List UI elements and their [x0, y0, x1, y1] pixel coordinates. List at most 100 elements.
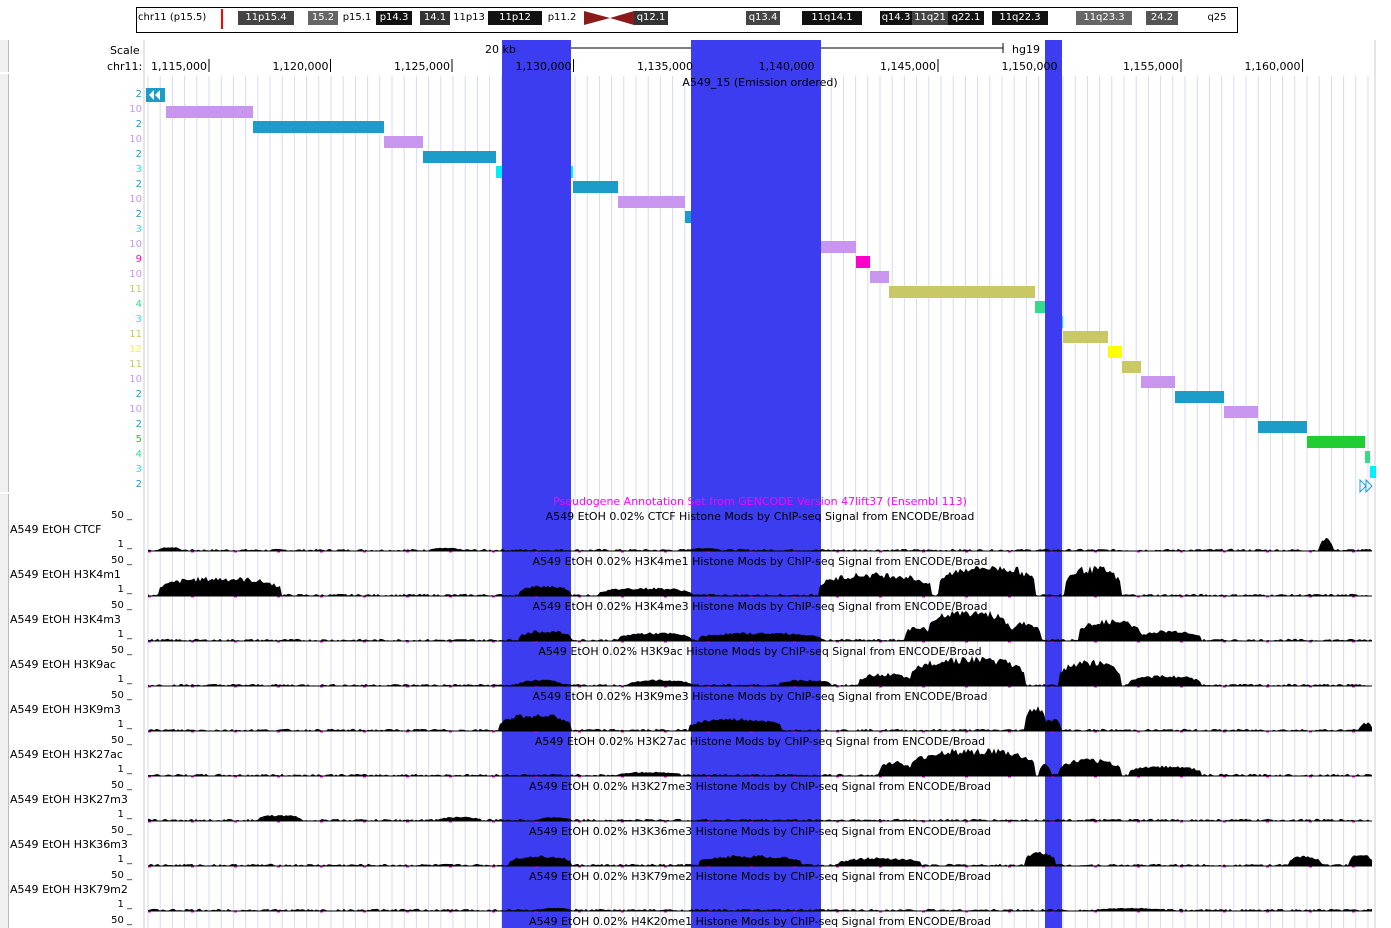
chromhmm-state-label: 3	[135, 224, 142, 235]
chromhmm-segment	[870, 271, 889, 283]
ideogram-band	[1178, 11, 1202, 25]
signal-track-min-label: 1 _	[117, 899, 132, 910]
ideogram-band: p11.2	[542, 11, 582, 25]
ruler-tick-label: 1,140,000	[758, 60, 815, 73]
chromhmm-segment	[856, 256, 870, 268]
signal-wiggle	[148, 656, 1372, 686]
signal-track-name[interactable]: A549 EtOH H3K79m2	[10, 883, 128, 896]
ideogram-band	[294, 11, 308, 25]
signal-track-title[interactable]: A549 EtOH 0.02% H3K36me3 Histone Mods by…	[529, 825, 991, 838]
chromhmm-segment	[384, 136, 423, 148]
signal-wiggle	[148, 706, 1372, 731]
ruler-tick-label: 1,120,000	[272, 60, 329, 73]
chromhmm-segment	[1063, 331, 1108, 343]
ideogram-band	[984, 11, 992, 25]
chromhmm-segment	[889, 286, 1035, 298]
signal-track-title[interactable]: A549 EtOH 0.02% H3K9ac Histone Mods by C…	[538, 645, 982, 658]
chromhmm-state-label: 11	[129, 329, 142, 340]
signal-track-title[interactable]: A549 EtOH 0.02% H3K79me2 Histone Mods by…	[529, 870, 991, 883]
chromhmm-state-label: 2	[135, 89, 142, 100]
chromhmm-state-label: 10	[129, 134, 142, 145]
chrom-label: chr11:	[107, 60, 143, 73]
signal-track-name[interactable]: A549 EtOH H3K36m3	[10, 838, 128, 851]
signal-track-name[interactable]: A549 EtOH H3K27m3	[10, 793, 128, 806]
chromhmm-segment	[1175, 391, 1224, 403]
highlight-region	[502, 40, 571, 928]
chromhmm-segment	[253, 121, 384, 133]
chromhmm-state-label: 10	[129, 404, 142, 415]
ideogram-band: 11q22.3	[992, 11, 1048, 25]
signal-track-min-label: 1 _	[117, 539, 132, 550]
signal-side-button[interactable]	[0, 494, 9, 928]
signal-wiggle	[148, 566, 1372, 596]
chromhmm-state-label: 2	[135, 149, 142, 160]
ideogram-band: 14.1	[420, 11, 450, 25]
chromhmm-segment	[618, 196, 685, 208]
chromhmm-segment	[1307, 436, 1365, 448]
ideogram-label: chr11 (p15.5)	[138, 12, 207, 23]
chromhmm-segment	[1122, 361, 1141, 373]
ruler-tick-label: 1,155,000	[1123, 60, 1179, 73]
signal-track-name[interactable]: A549 EtOH H3K27ac	[10, 748, 123, 761]
signal-wiggle	[148, 611, 1372, 641]
chromhmm-state-label: 2	[135, 479, 142, 490]
chromhmm-segment	[1365, 451, 1370, 463]
signal-track-title[interactable]: A549 EtOH 0.02% H3K4me1 Histone Mods by …	[532, 555, 988, 568]
signal-track-title[interactable]: A549 EtOH 0.02% H3K4me3 Histone Mods by …	[532, 600, 988, 613]
assembly-label: hg19	[1012, 43, 1040, 56]
ideogram-band: 11p13	[450, 11, 488, 25]
chromhmm-state-label: 9	[135, 254, 142, 265]
ideogram-band	[668, 11, 746, 25]
ideogram-band	[1048, 11, 1076, 25]
centromere-right	[610, 11, 634, 25]
ruler-tick-label: 1,145,000	[880, 60, 936, 73]
signal-track-min-label: 1 _	[117, 629, 132, 640]
signal-track-min-label: 1 _	[117, 719, 132, 730]
chromhmm-state-label: 2	[135, 119, 142, 130]
ideogram-band: q25	[1202, 11, 1232, 25]
chromhmm-state-label: 2	[135, 389, 142, 400]
signal-track-min-label: 1 _	[117, 674, 132, 685]
signal-track-title[interactable]: A549 EtOH 0.02% H3K9me3 Histone Mods by …	[532, 690, 988, 703]
ideogram-band: p15.1	[338, 11, 376, 25]
signal-track-title[interactable]: A549 EtOH 0.02% H4K20me1 Histone Mods by…	[529, 915, 991, 928]
signal-track-max-label: 50 _	[111, 825, 132, 836]
signal-track-name[interactable]: A549 EtOH H3K9m3	[10, 703, 121, 716]
signal-track-title[interactable]: A549 EtOH 0.02% H3K27me3 Histone Mods by…	[529, 780, 991, 793]
signal-track-name[interactable]: A549 EtOH H3K4m1	[10, 568, 121, 581]
ideogram-band: q14.3	[880, 11, 912, 25]
chromhmm-track-title[interactable]: A549_15 (Emission ordered)	[682, 76, 838, 89]
ideogram-band	[1132, 11, 1146, 25]
chromhmm-segment	[166, 106, 253, 118]
centromere-left	[584, 11, 610, 25]
chromhmm-state-label: 4	[135, 449, 142, 460]
signal-track-title[interactable]: A549 EtOH 0.02% H3K27ac Histone Mods by …	[534, 735, 986, 748]
chromhmm-state-label: 11	[129, 359, 142, 370]
chromhmm-state-label: 10	[129, 104, 142, 115]
signal-track-name[interactable]: A549 EtOH H3K9ac	[10, 658, 116, 671]
ruler-tick-label: 1,135,000	[637, 60, 693, 73]
chromhmm-side-button[interactable]	[0, 74, 9, 492]
ruler-side-button[interactable]	[0, 40, 9, 72]
signal-track-title[interactable]: A549 EtOH 0.02% CTCF Histone Mods by ChI…	[545, 510, 975, 523]
chromhmm-state-label: 2	[135, 419, 142, 430]
pseudogene-track-title[interactable]: Pseudogene Annotation Set from GENCODE V…	[553, 495, 967, 508]
signal-track-name[interactable]: A549 EtOH CTCF	[10, 523, 102, 536]
ideogram-band: p14.3	[376, 11, 412, 25]
signal-track-name[interactable]: A549 EtOH H3K4m3	[10, 613, 121, 626]
chromhmm-segment	[1035, 301, 1045, 313]
ideogram-band: q22.1	[948, 11, 984, 25]
chromhmm-state-label: 3	[135, 464, 142, 475]
ideogram-band: 15.2	[308, 11, 338, 25]
signal-track-max-label: 50 _	[111, 645, 132, 656]
ruler-tick-label: 1,150,000	[1001, 60, 1058, 73]
chromhmm-segment	[821, 241, 856, 253]
signal-wiggle	[148, 537, 1372, 551]
signal-track-max-label: 50 _	[111, 555, 132, 566]
chromhmm-state-label: 10	[129, 239, 142, 250]
chromhmm-state-label: 2	[135, 179, 142, 190]
chromhmm-segment	[685, 211, 691, 223]
ideogram-band: 11q23.3	[1076, 11, 1132, 25]
chromhmm-state-label: 3	[135, 164, 142, 175]
